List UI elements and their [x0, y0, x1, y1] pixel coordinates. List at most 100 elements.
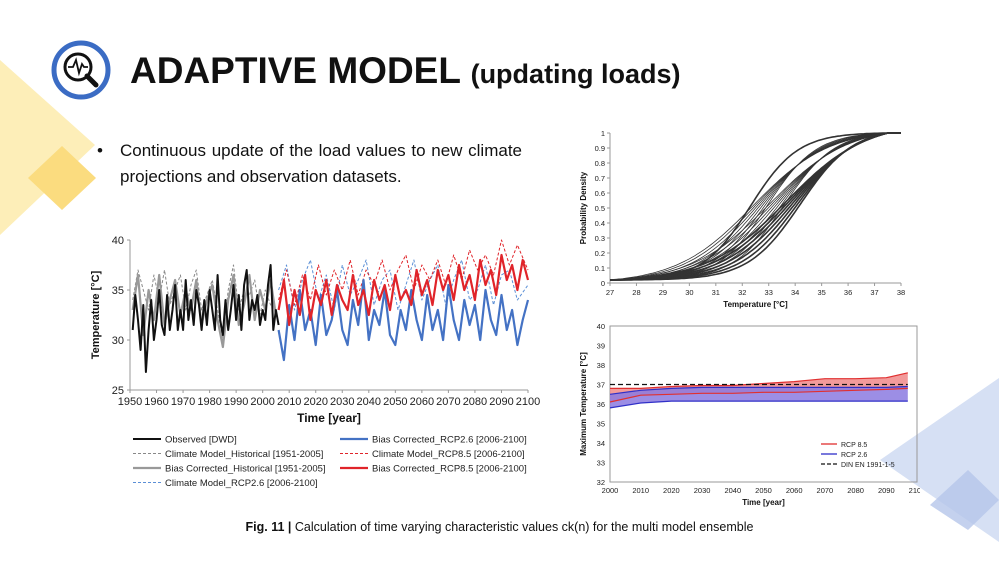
plot-frame — [609, 325, 918, 483]
x-tick-label: 2080 — [463, 396, 487, 408]
ensemble-curve-20 — [609, 132, 901, 281]
x-tick-label: 2060 — [410, 396, 434, 408]
band-lower-line-0 — [609, 387, 908, 403]
x-tick-label: 37 — [870, 288, 878, 297]
bullet-point: • Continuous update of the load values t… — [97, 138, 522, 190]
band-1 — [610, 386, 908, 408]
x-tick-label: 2040 — [357, 396, 381, 408]
caption-text: Calculation of time varying characterist… — [294, 520, 754, 534]
y-tick-label: 0.8 — [595, 159, 605, 168]
band-lower-line-1 — [609, 400, 908, 409]
title-main: ADAPTIVE MODEL — [130, 50, 461, 91]
x-tick-label: 2000 — [602, 486, 619, 495]
x-tick-label: 38 — [897, 288, 905, 297]
ensemble-curve-19 — [609, 132, 901, 281]
x-tick-label: 2070 — [817, 486, 834, 495]
x-tick-label: 1970 — [171, 396, 195, 408]
page-title: ADAPTIVE MODEL (updating loads) — [130, 50, 681, 92]
x-axis-label: Time [year] — [742, 498, 785, 507]
x-tick-label: 2090 — [489, 396, 513, 408]
x-tick-label: 2100 — [516, 396, 540, 408]
y-tick-label: 0.7 — [595, 174, 605, 183]
y-tick-label: 0.1 — [595, 264, 605, 273]
x-tick-label: 29 — [659, 288, 667, 297]
x-tick-label: 35 — [817, 288, 825, 297]
x-tick-label: 2100 — [909, 486, 920, 495]
yellow-diamond-small — [28, 146, 96, 210]
x-tick-label: 33 — [765, 288, 773, 297]
y-tick-label: 0 — [601, 279, 605, 288]
x-tick-label: 2030 — [694, 486, 711, 495]
legend-label-1: Climate Model_Historical [1951-2005] — [165, 449, 323, 460]
y-axis-label: Maximum Temperature [°C] — [579, 352, 588, 456]
y-axis-label: Probability Density — [579, 171, 588, 244]
x-tick-label: 30 — [685, 288, 693, 297]
x-tick-label: 31 — [712, 288, 720, 297]
y-tick-label: 0.3 — [595, 234, 605, 243]
bullet-marker: • — [97, 141, 103, 160]
maximum-temperature-chart: 2000 2010 2020 2030 2040 2050 2060 2070 2080 2090… — [579, 322, 920, 507]
y-tick-label: 25 — [112, 385, 124, 397]
x-tick-label: 1960 — [144, 396, 168, 408]
legend-label-2: Bias Corrected_Historical [1951-2005] — [165, 464, 326, 475]
x-tick-label: 2010 — [632, 486, 649, 495]
y-tick-label: 40 — [112, 235, 124, 247]
band-upper-line-0 — [610, 372, 908, 390]
y-tick-label: 35 — [597, 420, 605, 429]
legend-label-6: Bias Corrected_RCP8.5 [2006-2100] — [372, 464, 527, 475]
band-upper-line-1 — [609, 385, 908, 395]
y-tick-label: 32 — [597, 478, 605, 487]
series-line-2 — [131, 273, 277, 349]
x-tick-label: 2020 — [663, 486, 680, 495]
y-axis-label: Temperature [°C] — [90, 270, 102, 359]
y-tick-label: 30 — [112, 335, 124, 347]
legend-label-3: Climate Model_RCP2.6 [2006-2100] — [165, 478, 318, 489]
y-tick-label: 0.5 — [595, 204, 605, 213]
magnifier-chart-icon — [51, 40, 111, 100]
y-tick-label: 38 — [597, 361, 605, 370]
legend-label-0: RCP 8.5 — [841, 442, 867, 449]
y-tick-label: 34 — [597, 439, 605, 448]
legend-label-1: RCP 2.6 — [841, 452, 867, 459]
x-tick-label: 2040 — [724, 486, 741, 495]
x-tick-label: 28 — [632, 288, 640, 297]
yellow-diamond-large — [0, 60, 95, 235]
x-tick-label: 2020 — [303, 396, 327, 408]
x-tick-label: 2030 — [330, 396, 354, 408]
y-tick-label: 0.4 — [595, 219, 605, 228]
x-tick-label: 2070 — [436, 396, 460, 408]
y-tick-label: 0.9 — [595, 144, 605, 153]
y-tick-label: 39 — [597, 342, 605, 351]
caption-label: Fig. 11 | — [245, 520, 292, 534]
y-tick-label: 0.6 — [595, 189, 605, 198]
x-tick-label: 2050 — [755, 486, 772, 495]
series-line-0 — [131, 264, 280, 373]
temperature-timeseries-chart: 1950 1960 1970 1980 1990 2000 2010 2020 2030 2040… — [90, 235, 540, 489]
x-tick-label: 36 — [844, 288, 852, 297]
x-tick-label: 2060 — [786, 486, 803, 495]
series-line-5 — [278, 239, 529, 306]
x-tick-label: 32 — [738, 288, 746, 297]
bullet-text: Continuous update of the load values to … — [120, 141, 522, 186]
y-tick-label: 36 — [597, 400, 605, 409]
x-tick-label: 2010 — [277, 396, 301, 408]
x-tick-label: 1990 — [224, 396, 248, 408]
legend-label-5: Climate Model_RCP8.5 [2006-2100] — [372, 449, 525, 460]
title-subtitle: (updating loads) — [470, 59, 681, 89]
x-tick-label: 2080 — [847, 486, 864, 495]
x-tick-label: 2050 — [383, 396, 407, 408]
x-tick-label: 1980 — [197, 396, 221, 408]
ensemble-curve-21 — [609, 132, 901, 281]
series-line-6 — [277, 253, 530, 327]
x-tick-label: 1950 — [118, 396, 142, 408]
y-tick-label: 1 — [601, 129, 605, 138]
y-tick-label: 37 — [597, 381, 605, 390]
figure-caption: Fig. 11 | Calculation of time varying ch… — [0, 520, 999, 534]
blue-diamond-small — [930, 470, 999, 530]
x-tick-label: 2090 — [878, 486, 895, 495]
x-tick-label: 27 — [606, 288, 614, 297]
y-tick-label: 0.2 — [595, 249, 605, 258]
x-tick-label: 34 — [791, 288, 799, 297]
y-tick-label: 33 — [597, 459, 605, 468]
